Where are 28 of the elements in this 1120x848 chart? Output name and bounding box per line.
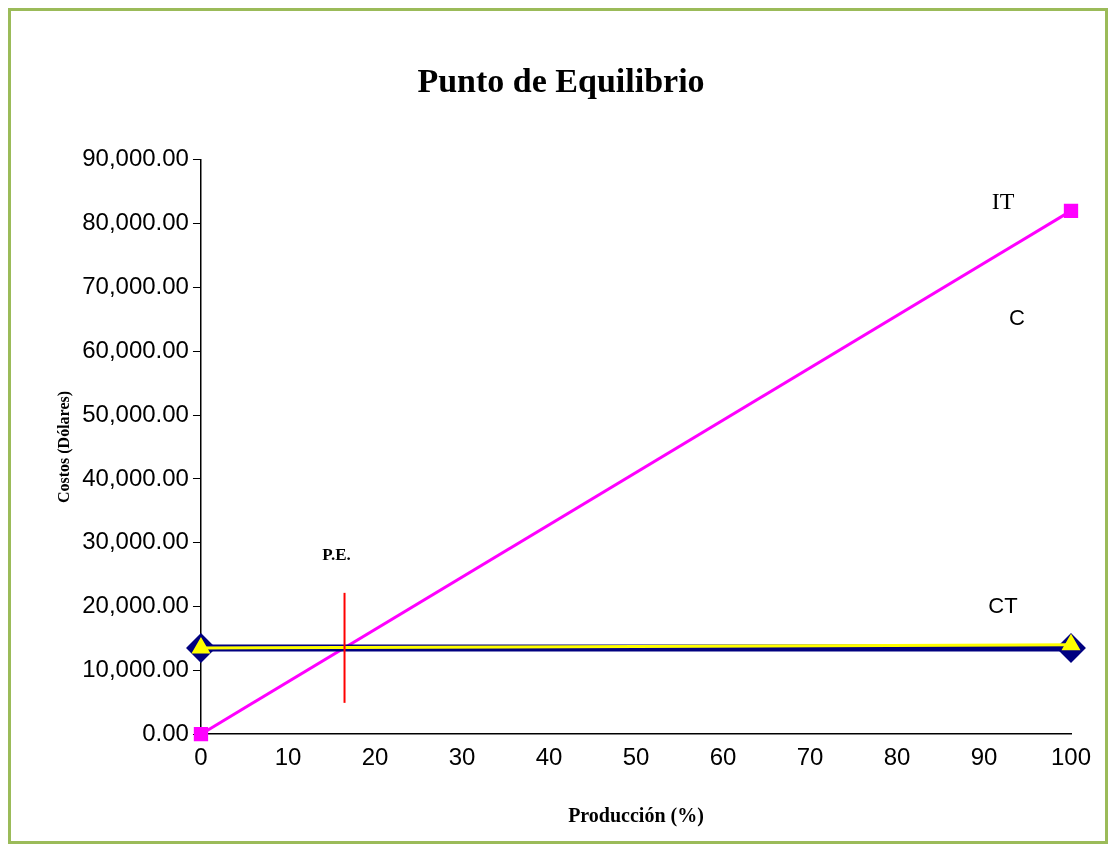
y-tick-label: 70,000.00	[82, 272, 189, 300]
series-label: IT	[991, 187, 1015, 214]
annotation: C	[1009, 304, 1026, 330]
ref-line-label: P.E.	[322, 544, 351, 564]
y-tick-label: 40,000.00	[82, 463, 189, 491]
y-tick-label: 90,000.00	[82, 144, 189, 172]
x-tick-label: 90	[970, 743, 998, 771]
x-tick-label: 60	[709, 743, 737, 771]
x-tick-label: 80	[883, 743, 911, 771]
y-tick-label: 0.00	[142, 718, 189, 746]
x-tick-label: 50	[622, 743, 650, 771]
y-tick-label: 50,000.00	[82, 399, 189, 427]
x-axis-title: Producción (%)	[568, 804, 704, 828]
y-tick-label: 60,000.00	[82, 335, 189, 363]
x-tick-label: 20	[361, 743, 389, 771]
x-tick-label: 40	[535, 743, 563, 771]
y-tick-label: 80,000.00	[82, 208, 189, 236]
y-tick-label: 10,000.00	[82, 655, 189, 682]
y-axis-title: Costos (Dólares)	[54, 390, 73, 504]
x-tick-label: 30	[448, 743, 476, 771]
x-tick-label: 100	[1050, 743, 1092, 771]
chart-title: Punto de Equilibrio	[417, 62, 705, 100]
x-tick-label: 10	[274, 743, 302, 771]
y-tick-label: 30,000.00	[82, 527, 189, 555]
x-tick-label: 70	[796, 743, 824, 771]
series-label: CT	[988, 592, 1018, 618]
y-tick-label: 20,000.00	[82, 591, 189, 619]
x-tick-label: 0	[194, 743, 208, 771]
